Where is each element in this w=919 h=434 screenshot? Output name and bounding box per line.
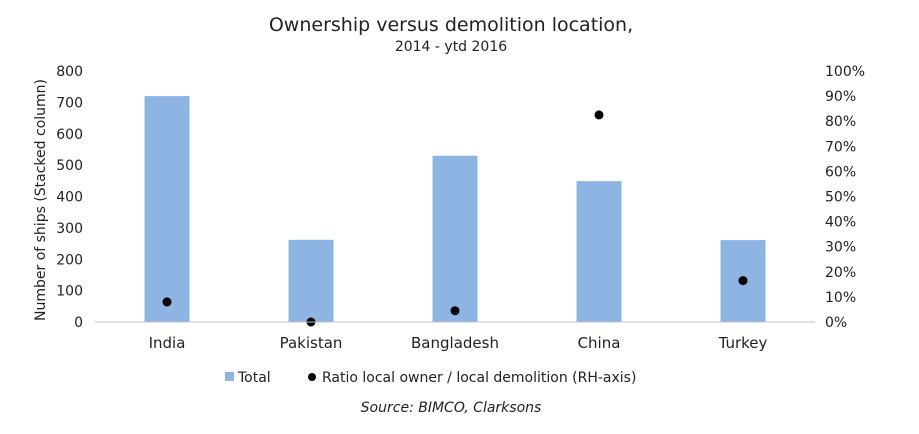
category-label-china: China xyxy=(578,334,621,352)
legend-total-swatch xyxy=(225,372,234,381)
ratio-point-india xyxy=(162,297,172,307)
source-note: Source: BIMCO, Clarksons xyxy=(361,400,542,416)
y-tick-label: 400 xyxy=(56,190,83,206)
y2-tick-label: 0% xyxy=(825,315,847,331)
y-axis-title: Number of ships (Stacked column) xyxy=(33,79,49,321)
y2-tick-label: 10% xyxy=(825,290,856,306)
left-axis-ticks: 0 100 200 300 400 500 600 700 800 xyxy=(56,64,83,331)
bar-india xyxy=(144,96,190,322)
chart-title: Ownership versus demolition location, xyxy=(269,14,633,36)
y2-tick-label: 60% xyxy=(825,164,856,180)
legend-ratio-marker xyxy=(308,373,316,381)
y-tick-label: 500 xyxy=(56,158,83,174)
bar-bangladesh xyxy=(432,155,478,322)
bars-layer xyxy=(144,96,766,322)
y2-tick-label: 70% xyxy=(825,139,856,155)
category-label-india: India xyxy=(149,334,186,352)
category-label-turkey: Turkey xyxy=(718,334,768,352)
y-tick-label: 300 xyxy=(56,221,83,237)
y2-tick-label: 50% xyxy=(825,190,856,206)
category-label-bangladesh: Bangladesh xyxy=(411,334,499,352)
y2-tick-label: 90% xyxy=(825,89,856,105)
chart-subtitle: 2014 - ytd 2016 xyxy=(395,39,507,55)
ratio-point-bangladesh xyxy=(450,306,460,316)
category-labels: India Pakistan Bangladesh China Turkey xyxy=(149,334,768,352)
y2-tick-label: 80% xyxy=(825,114,856,130)
y-tick-label: 600 xyxy=(56,127,83,143)
y2-tick-label: 40% xyxy=(825,215,856,231)
bar-pakistan xyxy=(288,239,334,322)
ratio-point-china xyxy=(594,110,604,120)
y-tick-label: 0 xyxy=(74,315,83,331)
y-tick-label: 100 xyxy=(56,284,83,300)
y-tick-label: 700 xyxy=(56,95,83,111)
bar-china xyxy=(576,181,622,322)
y2-tick-label: 20% xyxy=(825,265,856,281)
ratio-point-turkey xyxy=(738,276,748,286)
y2-tick-label: 100% xyxy=(825,64,865,80)
points-layer xyxy=(162,110,748,327)
y-tick-label: 200 xyxy=(56,252,83,268)
legend-ratio-label: Ratio local owner / local demolition (RH… xyxy=(322,370,636,386)
y-tick-label: 800 xyxy=(56,64,83,80)
legend-total-label: Total xyxy=(237,370,271,386)
y2-tick-label: 30% xyxy=(825,240,856,256)
right-axis-ticks: 0% 10% 20% 30% 40% 50% 60% 70% 80% 90% 100% xyxy=(825,64,865,331)
category-label-pakistan: Pakistan xyxy=(280,334,343,352)
